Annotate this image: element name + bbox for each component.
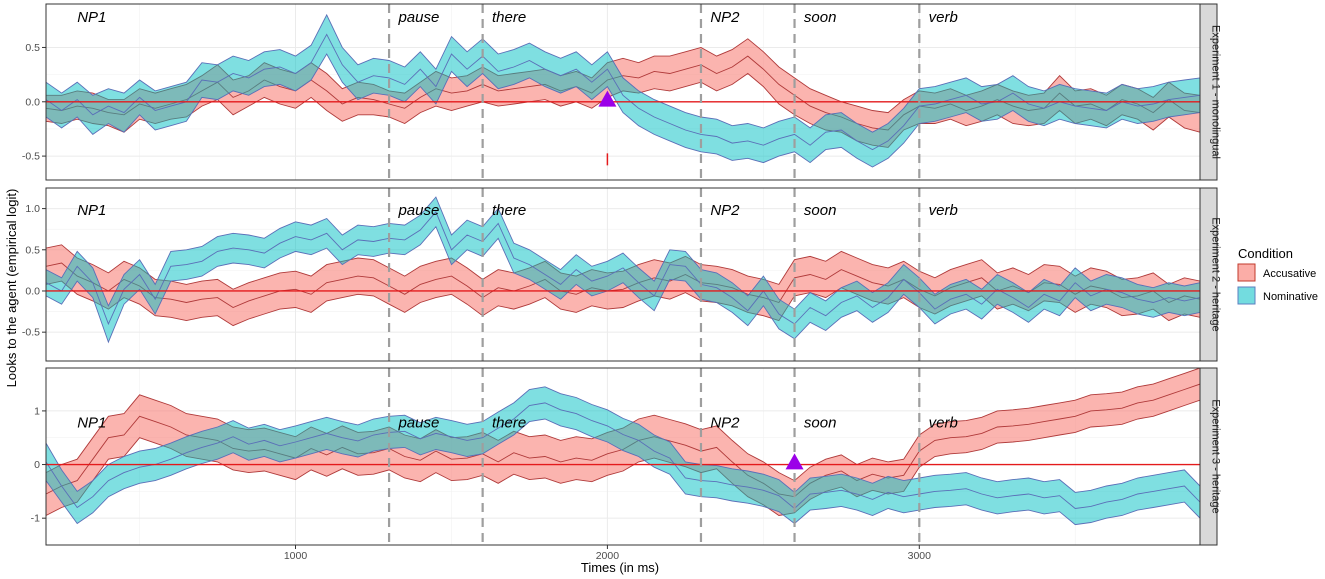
region-label-soon: soon <box>804 415 837 432</box>
legend: Condition Accusative Nominative <box>1237 246 1318 305</box>
legend-label-accusative: Accusative <box>1263 268 1316 280</box>
series-group <box>46 196 1200 344</box>
y-tick-label: 0.5 <box>25 244 40 256</box>
mean-line-nominative <box>46 33 1200 151</box>
series-group <box>46 13 1200 168</box>
region-label-pause: pause <box>397 202 439 219</box>
legend-swatch-nominative <box>1237 286 1256 305</box>
y-axis-title: Looks to the agent (empirical logit) <box>4 189 19 388</box>
facet-strip <box>1199 367 1218 546</box>
legend-title: Condition <box>1238 246 1293 261</box>
region-label-np1: NP1 <box>77 9 106 26</box>
facet-strip <box>1199 3 1218 181</box>
ribbon-upper-edge-nominative <box>46 13 1200 133</box>
region-label-soon: soon <box>804 202 837 219</box>
region-label-np2: NP2 <box>710 415 740 432</box>
region-label-np1: NP1 <box>77 202 106 219</box>
y-tick-label: -0.5 <box>22 327 40 339</box>
y-tick-label: -0.5 <box>22 151 40 163</box>
x-axis-title: Times (in ms) <box>581 560 659 575</box>
y-tick-label: 0 <box>34 459 40 471</box>
region-label-pause: pause <box>397 415 439 432</box>
y-tick-label: 0.0 <box>25 96 40 108</box>
facet-strip <box>1199 187 1218 362</box>
y-tick-label: 1.0 <box>25 203 40 215</box>
panel-1: NP1 pause there NP2 soon verb -0.5 0.0 0.5 Experi… <box>22 3 1222 181</box>
ribbon-nominative <box>46 14 1200 168</box>
ribbon-nominative <box>46 386 1200 525</box>
facet-strip-label: Experiment 3 - heritage <box>1210 399 1222 513</box>
facet-strip-label: Experiment 2 - heritage <box>1210 217 1222 331</box>
facet-strip-label: Experiment 1 - monolingual <box>1210 25 1222 159</box>
ribbon-lower-edge-nominative <box>46 225 1200 344</box>
region-label-verb: verb <box>929 9 958 26</box>
ribbon-upper-edge-nominative <box>46 386 1200 493</box>
ribbon-lower-edge-accusative <box>46 399 1200 516</box>
x-tick-label: 3000 <box>908 550 932 562</box>
region-label-there: there <box>492 415 526 432</box>
legend-swatch-accusative <box>1237 263 1256 282</box>
y-tick-label: 1 <box>34 405 40 417</box>
region-label-there: there <box>492 202 526 219</box>
region-label-pause: pause <box>397 9 439 26</box>
series-group <box>46 368 1200 526</box>
region-label-verb: verb <box>929 202 958 219</box>
panel-2: NP1 pause there NP2 soon verb -0.5 0.0 0.5 1.0 Exp… <box>22 187 1222 362</box>
region-label-np2: NP2 <box>710 202 740 219</box>
region-label-np2: NP2 <box>710 9 740 26</box>
x-axis-ticks: 1000 2000 3000 <box>284 545 931 562</box>
divergence-marker-triangle <box>785 453 804 470</box>
region-label-verb: verb <box>929 415 958 432</box>
y-tick-label: 0.5 <box>25 42 40 54</box>
y-tick-label: 0.0 <box>25 285 40 297</box>
ribbon-nominative <box>46 197 1200 343</box>
ribbon-lower-edge-nominative <box>46 53 1200 168</box>
x-tick-label: 1000 <box>284 550 308 562</box>
region-label-soon: soon <box>804 9 837 26</box>
region-label-np1: NP1 <box>77 415 106 432</box>
legend-label-nominative: Nominative <box>1263 291 1318 303</box>
region-label-there: there <box>492 9 526 26</box>
ribbon-upper-edge-nominative <box>46 196 1200 310</box>
y-tick-label: -1 <box>31 513 40 525</box>
ribbon-lower-edge-nominative <box>46 418 1200 526</box>
divergence-marker-triangle <box>598 90 617 107</box>
x-tick-label: 2000 <box>596 550 620 562</box>
mean-line-nominative <box>46 211 1200 326</box>
panels: NP1 pause there NP2 soon verb -0.5 0.0 0.5 Experi… <box>22 3 1222 546</box>
panel-3: NP1 pause there NP2 soon verb -1 0 1 Experiment 3… <box>31 367 1222 546</box>
mean-line-nominative <box>46 402 1200 510</box>
ribbon-accusative <box>46 244 1200 326</box>
